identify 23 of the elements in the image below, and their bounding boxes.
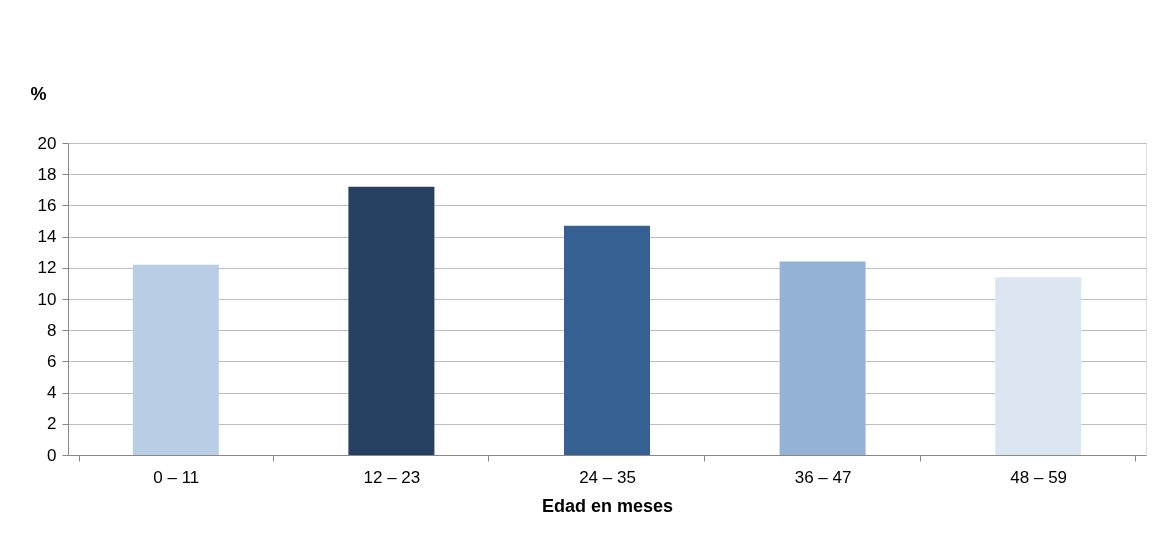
y-tick-label: 12	[37, 258, 57, 278]
x-tick-label: 24 – 35	[579, 467, 636, 487]
y-tick-label: 18	[37, 164, 57, 184]
x-tick-label: 0 – 11	[153, 467, 200, 487]
y-tick-label: 16	[37, 195, 57, 215]
x-tick-label: 36 – 47	[794, 467, 852, 487]
y-tick-label: 14	[37, 227, 57, 247]
y-tick-label: 4	[47, 383, 57, 403]
y-tick-label: 10	[37, 289, 57, 309]
y-axis-title: %	[30, 83, 47, 104]
bar	[132, 264, 219, 455]
x-tick-label: 12 – 23	[363, 467, 421, 487]
bar	[779, 261, 866, 455]
bar	[995, 277, 1082, 455]
y-tick-label: 8	[47, 320, 57, 340]
bar	[348, 186, 435, 455]
y-tick-label: 20	[37, 133, 57, 153]
bar	[564, 225, 650, 455]
y-tick-label: 2	[47, 414, 57, 434]
y-tick-label: 0	[47, 445, 57, 465]
x-axis-title: Edad en meses	[541, 495, 674, 516]
x-tick-label: 48 – 59	[1010, 467, 1068, 487]
y-tick-label: 6	[47, 351, 57, 371]
